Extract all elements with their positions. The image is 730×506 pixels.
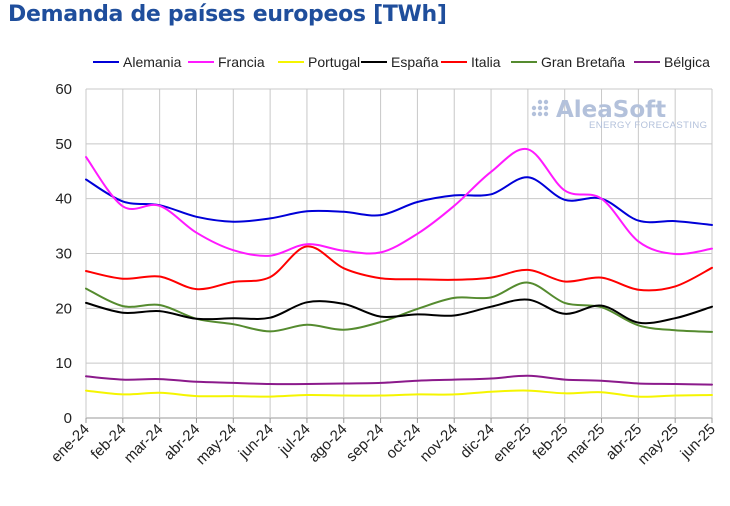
y-tick-label: 0: [64, 410, 72, 427]
logo-dot: [537, 111, 543, 117]
x-tick-label: ene-24: [48, 421, 93, 466]
x-tick-label: jun-25: [677, 421, 719, 463]
series-line-espana: [85, 298, 713, 325]
logo-dot: [543, 105, 549, 111]
logo-dot: [543, 99, 549, 105]
grid-lines: [85, 88, 713, 423]
series-line-gran-bretana: [85, 281, 713, 333]
legend-label-francia: Francia: [218, 54, 265, 70]
x-tick-label: jun-24: [235, 421, 277, 463]
logo-subtext: ENERGY FORECASTING: [589, 120, 707, 131]
y-tick-label: 60: [55, 81, 72, 98]
x-tick-label: nov-24: [417, 421, 461, 465]
logo-dot: [537, 99, 543, 105]
y-tick-label: 50: [55, 136, 72, 153]
series-line-portugal: [85, 389, 713, 398]
y-axis-ticks: 0 10 20 30 40 50 60: [55, 81, 72, 427]
logo-dot: [531, 105, 537, 111]
x-tick-label: mar-25: [563, 421, 609, 467]
x-tick-label: mar-24: [121, 421, 167, 467]
y-tick-label: 30: [55, 246, 72, 263]
logo-dot: [537, 105, 543, 111]
logo-dot: [543, 111, 549, 117]
y-tick-label: 20: [55, 300, 72, 317]
series-line-francia: [85, 147, 713, 257]
chart-title: Demanda de países europeos [TWh]: [8, 2, 447, 27]
legend-label-gran-bretana: Gran Bretaña: [541, 54, 625, 70]
legend: Alemania Francia Portugal España Italia Gran …: [93, 54, 710, 70]
y-tick-label: 40: [55, 191, 72, 208]
logo-dot: [531, 111, 537, 117]
x-tick-label: oct-24: [383, 421, 425, 463]
legend-label-espana: España: [391, 54, 439, 70]
x-tick-label: ene-25: [490, 421, 535, 466]
y-tick-label: 10: [55, 355, 72, 372]
legend-label-italia: Italia: [471, 54, 501, 70]
x-tick-label: may-25: [635, 421, 682, 468]
x-tick-label: ago-24: [306, 421, 351, 466]
x-tick-label: may-24: [193, 421, 240, 468]
series-lines: [85, 147, 713, 398]
series-line-alemania: [85, 176, 713, 226]
legend-label-belgica: Bélgica: [664, 54, 710, 70]
series-line-italia: [85, 245, 713, 292]
logo-text: AleaSoft: [556, 97, 666, 123]
legend-label-portugal: Portugal: [308, 54, 360, 70]
x-tick-label: sep-24: [343, 421, 387, 465]
legend-label-alemania: Alemania: [123, 54, 182, 70]
series-line-belgica: [85, 374, 713, 386]
x-axis-ticks: ene-24feb-24mar-24abr-24may-24jun-24jul-…: [48, 421, 719, 468]
